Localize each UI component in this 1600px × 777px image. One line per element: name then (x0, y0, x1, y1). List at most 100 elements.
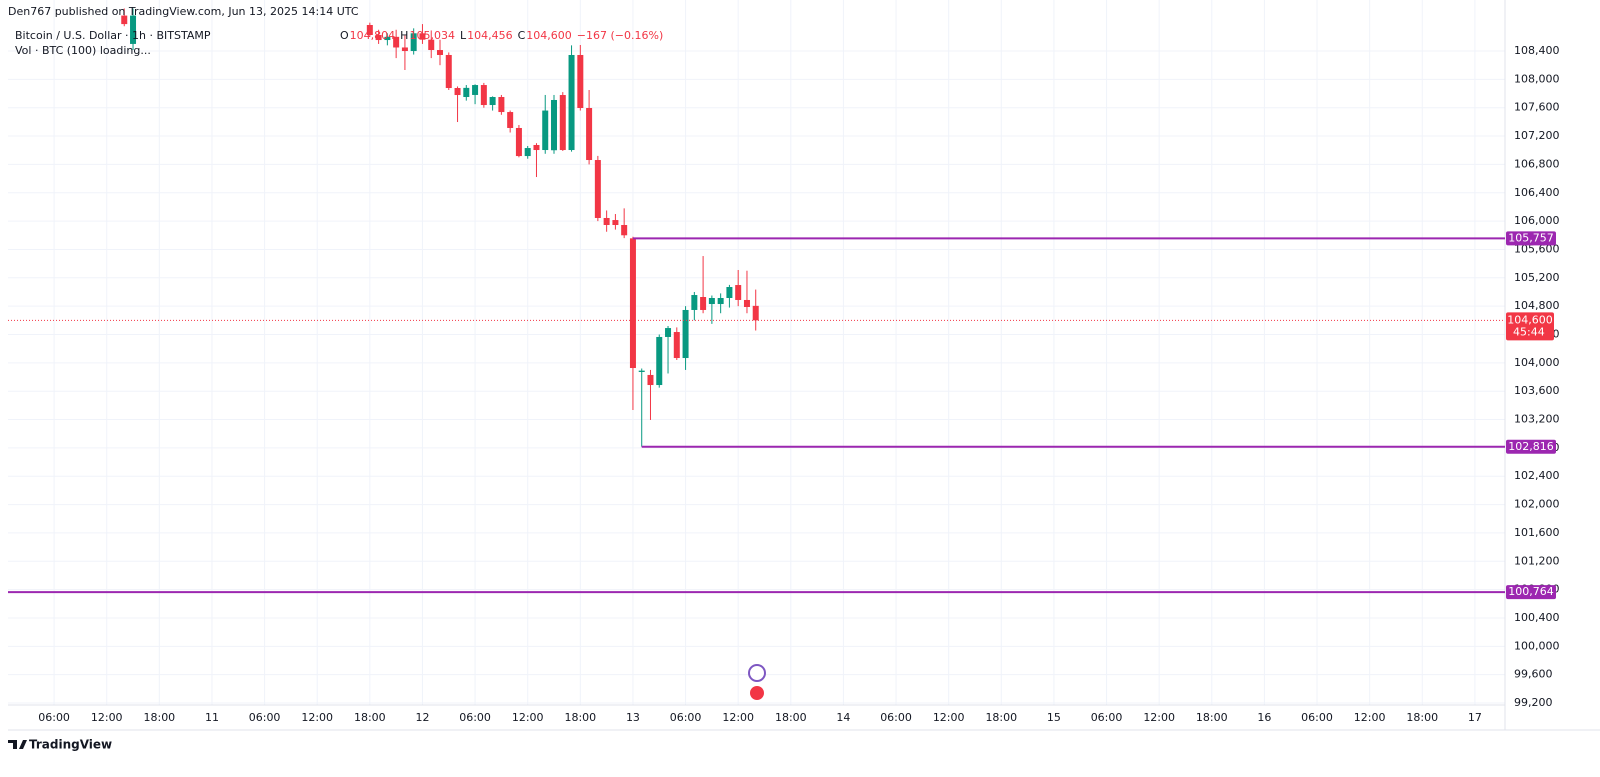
candle-body (700, 297, 707, 310)
logo-mark (8, 740, 27, 749)
candle-body (454, 88, 461, 96)
x-tick-label: 11 (205, 711, 219, 724)
candle-body (594, 160, 601, 218)
level-label-box (1506, 585, 1556, 600)
candle-body (480, 85, 487, 106)
y-tick-label: 105,600 (1514, 242, 1560, 255)
y-tick-label: 107,600 (1514, 101, 1560, 114)
legend-value: 104,804 (350, 29, 396, 42)
candle-body (629, 238, 636, 369)
candle-body (533, 144, 540, 151)
candle-body (130, 15, 137, 44)
y-tick-label: 103,200 (1514, 413, 1560, 426)
logo (8, 740, 27, 749)
event-icon[interactable] (748, 664, 766, 682)
candle-body (515, 127, 522, 157)
x-tick-label: 06:00 (670, 711, 702, 724)
y-tick-label: 106,400 (1514, 186, 1560, 199)
x-tick-label: 12:00 (91, 711, 123, 724)
x-tick-label: 18:00 (143, 711, 175, 724)
symbol: Bitcoin / U.S. Dollar · 1h · BITSTAMP (15, 29, 211, 42)
y-tick-label: 100,000 (1514, 639, 1560, 652)
y-tick-label: 103,600 (1514, 384, 1560, 397)
x-tick-label: 13 (626, 711, 640, 724)
x-tick-label: 12:00 (1354, 711, 1386, 724)
x-tick-label: 16 (1257, 711, 1271, 724)
candle-body (366, 25, 373, 36)
candle-body (463, 87, 470, 98)
candle-body (603, 217, 610, 226)
candle-body (489, 97, 496, 106)
x-tick-label: 06:00 (880, 711, 912, 724)
volume: Vol · BTC (100) loading... (15, 44, 151, 57)
x-tick-label: 18:00 (354, 711, 386, 724)
publisher: Den767 published on TradingView.com, Jun… (8, 5, 359, 18)
candle-body (577, 54, 584, 108)
y-tick-label: 102,400 (1514, 469, 1560, 482)
candle-body (682, 309, 689, 359)
event-icons[interactable] (748, 664, 766, 702)
y-tick-label: 107,200 (1514, 129, 1560, 142)
event-icon[interactable] (748, 684, 766, 702)
x-tick-label: 06:00 (1091, 711, 1123, 724)
candle-body (393, 36, 400, 48)
x-tick-label: 12:00 (301, 711, 333, 724)
candle-body (665, 328, 672, 337)
legend-key: H (400, 29, 408, 42)
candle-body (410, 33, 417, 52)
y-tick-label: 102,000 (1514, 498, 1560, 511)
y-tick-label: 104,000 (1514, 356, 1560, 369)
candle-body (559, 95, 566, 151)
candle-body (726, 287, 733, 298)
y-tick-label: 106,000 (1514, 214, 1560, 227)
y-tick-label: 101,600 (1514, 526, 1560, 539)
x-tick-label: 18:00 (985, 711, 1017, 724)
y-tick-label: 104,800 (1514, 299, 1560, 312)
candle-body (445, 54, 452, 89)
candle-body (743, 299, 750, 307)
candle-body (647, 374, 654, 386)
y-tick-label: 99,200 (1514, 696, 1553, 709)
candle-body (673, 332, 680, 359)
candle-body (568, 54, 575, 151)
x-tick-label: 15 (1047, 711, 1061, 724)
candle-body (708, 297, 715, 305)
y-tick-label: 108,000 (1514, 72, 1560, 85)
candle-body (498, 97, 505, 113)
candle-body (507, 112, 514, 128)
candle-body (419, 33, 426, 40)
x-tick-label: 12:00 (1143, 711, 1175, 724)
legend-key: O (340, 29, 349, 42)
candle-body (612, 220, 619, 226)
candle-body (401, 47, 408, 52)
candle-body (735, 285, 742, 300)
x-tick-label: 18:00 (1406, 711, 1438, 724)
candle-body (691, 295, 698, 310)
level-label-box (1506, 439, 1556, 454)
candle-body (638, 370, 645, 372)
x-tick-label: 12:00 (933, 711, 965, 724)
x-tick-label: 06:00 (459, 711, 491, 724)
candle-body (586, 107, 593, 161)
x-tick-label: 18:00 (775, 711, 807, 724)
x-tick-label: 12:00 (722, 711, 754, 724)
y-tick-label: 105,200 (1514, 271, 1560, 284)
x-tick-label: 18:00 (1196, 711, 1228, 724)
x-tick-label: 17 (1468, 711, 1482, 724)
last-price-label: 104,600 (1507, 313, 1553, 326)
level-label-box (1506, 231, 1556, 246)
legend-value: 105,034 (409, 29, 455, 42)
level-label: 102,816 (1508, 440, 1554, 453)
last-price-box (1506, 312, 1554, 341)
x-tick-label: 18:00 (564, 711, 596, 724)
candle-body (436, 50, 443, 55)
candle-body (375, 35, 382, 41)
candle-body (542, 110, 549, 151)
level-label: 105,757 (1508, 231, 1554, 244)
candle-body (428, 39, 435, 51)
x-tick-label: 12 (415, 711, 429, 724)
candle-body (121, 15, 128, 25)
candle-body (717, 297, 724, 305)
